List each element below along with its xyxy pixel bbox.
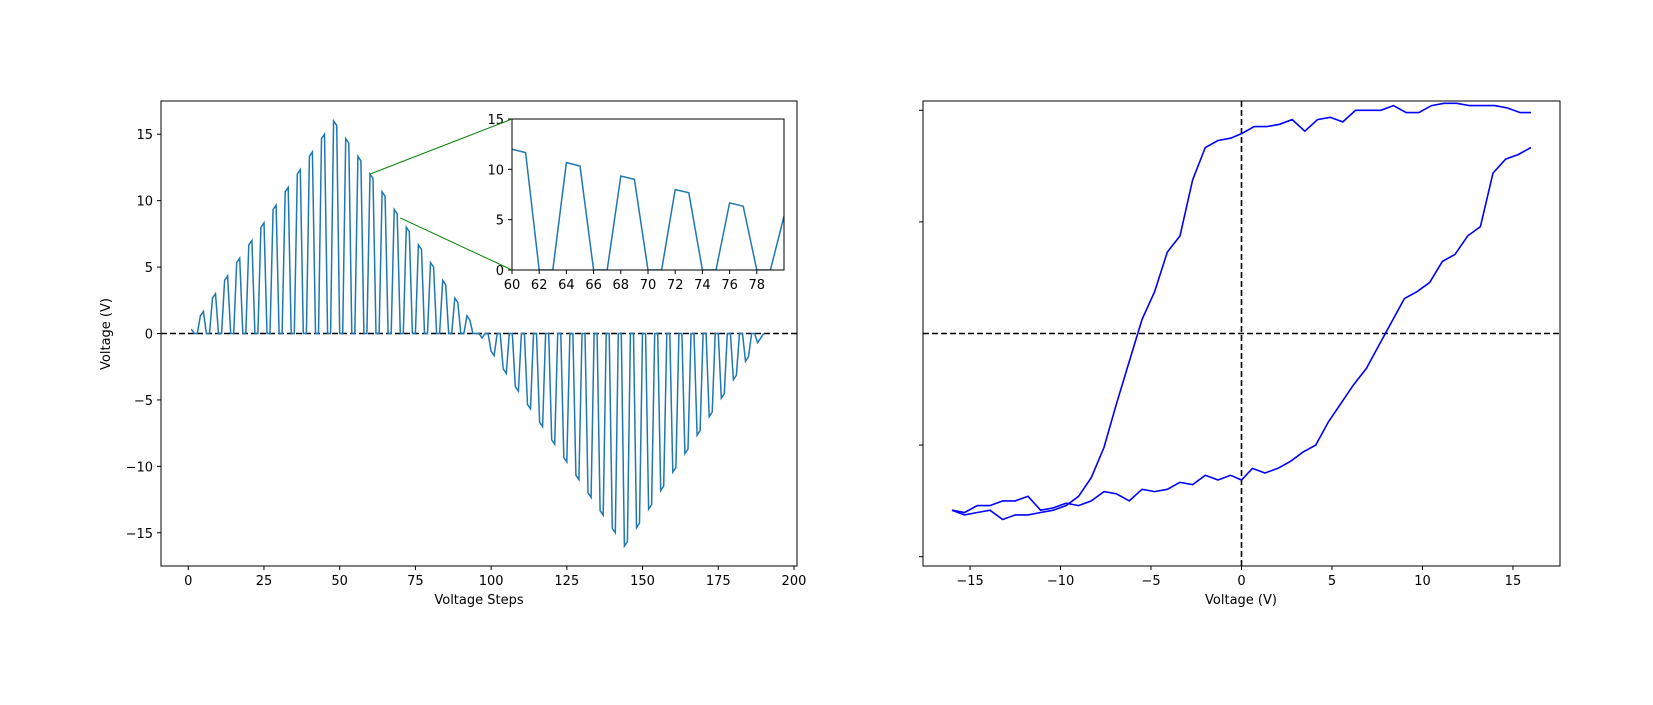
- x-tick-label: −5: [1141, 574, 1160, 589]
- inset-x-tick-label: 76: [721, 278, 738, 293]
- inset-y-tick-label: 5: [496, 214, 504, 229]
- y-tick-label: −15: [126, 527, 153, 542]
- inset-x-ticks: 60 62 64 66 68 70 72 74 76 78: [504, 270, 765, 293]
- hysteresis-branch-2: [951, 146, 1532, 514]
- inset-x-tick-label: 78: [749, 278, 766, 293]
- inset-y-tick-label: 10: [487, 163, 504, 178]
- y-tick-label: 10: [136, 195, 153, 210]
- inset-zoom: 60 62 64 66 68 70 72 74 76 78 0 5 10 15: [487, 113, 785, 293]
- y-tick-label: −10: [126, 460, 153, 475]
- x-tick-label: 175: [706, 574, 731, 589]
- right-x-axis-label: Voltage (V): [1205, 593, 1277, 608]
- inset-connector-lines: [369, 118, 513, 271]
- inset-x-tick-label: 74: [694, 278, 711, 293]
- right-x-ticks: −15 −10 −5 0 5 10 15: [956, 566, 1521, 589]
- inset-y-tick-label: 0: [496, 264, 504, 279]
- inset-x-tick-label: 66: [585, 278, 602, 293]
- x-tick-label: 5: [1328, 574, 1336, 589]
- connector-line-top: [369, 118, 513, 175]
- inset-y-ticks: 0 5 10 15: [487, 113, 512, 279]
- x-tick-label: 75: [407, 574, 424, 589]
- y-tick-label: −5: [134, 394, 153, 409]
- inset-x-tick-label: 72: [667, 278, 684, 293]
- pulse-train-series: [190, 118, 765, 549]
- x-tick-label: 15: [1505, 574, 1522, 589]
- inset-y-tick-label: 15: [487, 113, 504, 128]
- left-y-axis-label: Voltage (V): [99, 298, 114, 370]
- inset-x-tick-label: 64: [558, 278, 575, 293]
- left-y-ticks: −15 −10 −5 0 5 10 15: [126, 128, 161, 542]
- x-tick-label: 0: [184, 574, 192, 589]
- inset-plot-area: [512, 148, 784, 270]
- inset-x-tick-label: 68: [613, 278, 630, 293]
- x-tick-label: 50: [331, 574, 348, 589]
- left-x-ticks: 0 25 50 75 100 125 150 175 200: [184, 566, 806, 589]
- x-tick-label: 0: [1237, 574, 1245, 589]
- right-panel: −15 −10 −5 0 5 10 15 Voltage (V): [919, 100, 1561, 608]
- inset-background: [512, 119, 784, 270]
- x-tick-label: 200: [782, 574, 807, 589]
- x-tick-label: 25: [256, 574, 273, 589]
- right-plot-area: [923, 101, 1560, 566]
- left-plot-area: [161, 118, 797, 549]
- inset-x-tick-label: 70: [640, 278, 657, 293]
- inset-x-tick-label: 62: [531, 278, 548, 293]
- left-x-axis-label: Voltage Steps: [434, 593, 523, 608]
- x-tick-label: 100: [479, 574, 504, 589]
- hysteresis-branch-1: [951, 102, 1531, 521]
- x-tick-label: 150: [630, 574, 655, 589]
- y-tick-label: 15: [136, 128, 153, 143]
- x-tick-label: −15: [956, 574, 983, 589]
- x-tick-label: 125: [554, 574, 579, 589]
- x-tick-label: 10: [1414, 574, 1431, 589]
- x-tick-label: −10: [1047, 574, 1074, 589]
- y-tick-label: 5: [145, 261, 153, 276]
- connector-line-bottom: [400, 217, 513, 271]
- y-tick-label: 0: [145, 328, 153, 343]
- inset-pulse-series: [512, 148, 784, 270]
- right-y-ticks: [919, 109, 923, 558]
- inset-x-tick-label: 60: [504, 278, 521, 293]
